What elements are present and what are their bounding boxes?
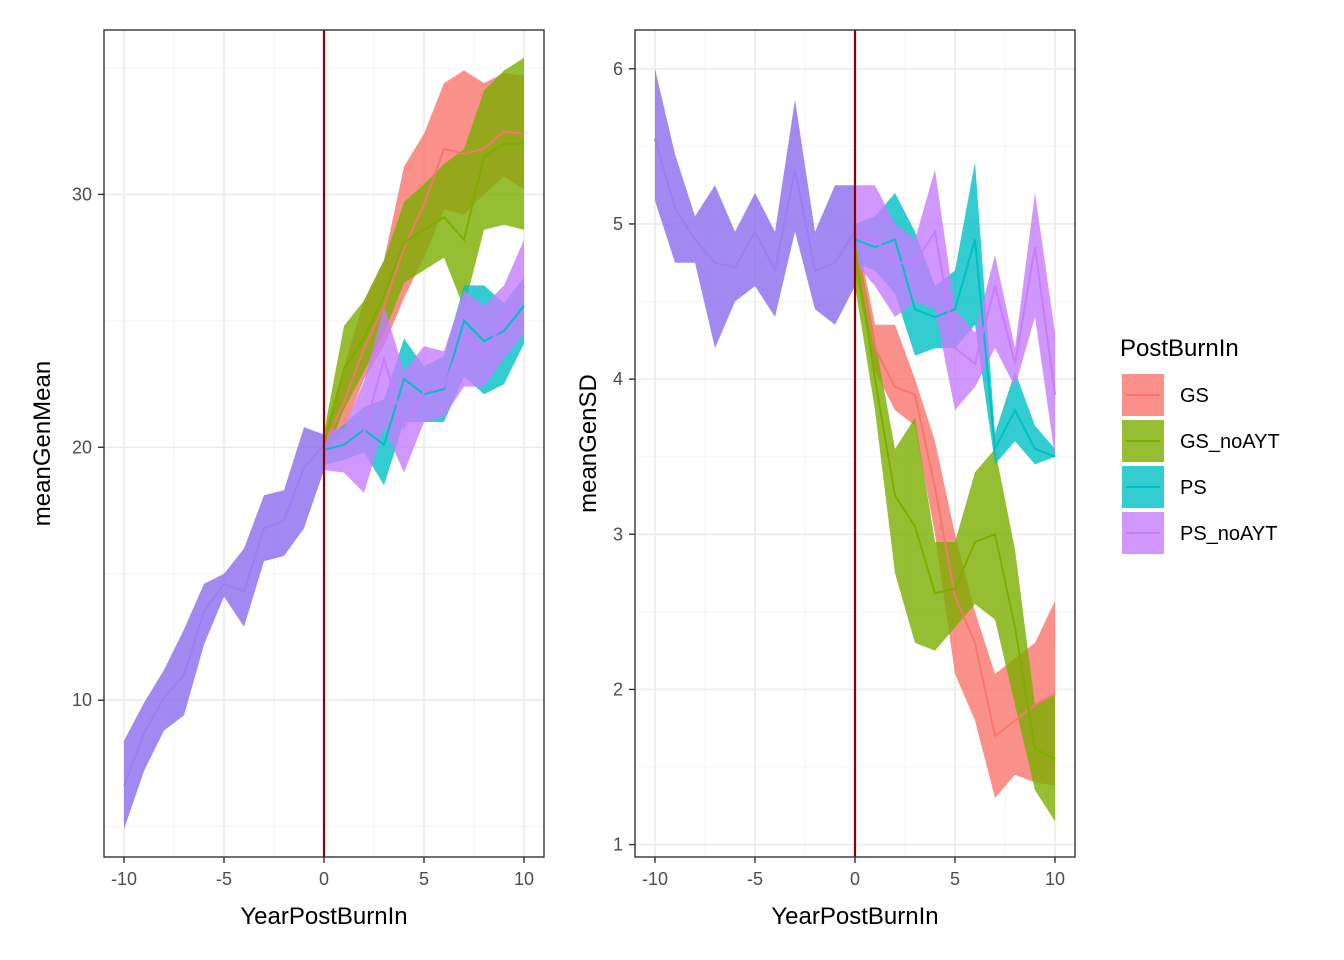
series-line-ps xyxy=(323,305,525,451)
series-ribbon-gs xyxy=(855,223,1055,798)
legend-item-gs-noayt: GS_noAYT xyxy=(1122,420,1280,462)
series-ribbon-ps-noayt xyxy=(855,169,1055,457)
right-panel-meanGenSD: -10 -5 0 5 10 1 2 3 4 5 6 YearPostBurnIn meanGenSD xyxy=(575,29,1076,930)
legend: PostBurnIn GS GS_noAYT PS PS_noAYT xyxy=(1120,335,1280,554)
y-tick-label: 3 xyxy=(613,524,623,544)
x-axis-title: YearPostBurnIn xyxy=(771,903,938,930)
series-line-ps-noayt xyxy=(323,284,525,454)
y-tick-label: 20 xyxy=(72,437,92,457)
x-tick-label: 10 xyxy=(1045,869,1065,889)
y-tick-label: 6 xyxy=(613,59,623,79)
series-line-gs-noayt xyxy=(854,247,1056,761)
series-line-ps xyxy=(854,238,1056,458)
y-tick-label: 1 xyxy=(613,835,623,855)
legend-label: GS_noAYT xyxy=(1180,431,1280,453)
burnin-ribbon xyxy=(655,68,855,349)
x-tick-label: 0 xyxy=(850,869,860,889)
series-ribbon-gs-noayt xyxy=(324,57,524,460)
burnin-ribbon xyxy=(124,427,324,830)
x-tick-label: 5 xyxy=(950,869,960,889)
series-line-gs-noayt xyxy=(323,142,524,446)
legend-label: GS xyxy=(1180,385,1209,407)
y-axis-title: meanGenMean xyxy=(29,361,56,526)
x-tick-label: -5 xyxy=(747,869,763,889)
left-panel-meanGenMean: -10 -5 0 5 10 10 20 30 YearPostBurnIn meanGenMean xyxy=(29,29,545,930)
series-line-ps-noayt xyxy=(854,229,1056,395)
legend-title: PostBurnIn xyxy=(1120,335,1239,362)
series-line-gs xyxy=(854,247,1056,738)
y-tick-label: 4 xyxy=(613,369,623,389)
x-tick-label: 5 xyxy=(419,869,429,889)
y-axis-title: meanGenSD xyxy=(575,374,602,513)
legend-item-gs: GS xyxy=(1122,374,1209,416)
x-tick-label: 0 xyxy=(319,869,329,889)
series-line-gs xyxy=(323,130,525,446)
series-ribbon-ps-noayt xyxy=(324,239,524,493)
series-ribbon-gs-noayt xyxy=(855,231,1055,822)
burnin-line xyxy=(654,138,856,274)
legend-item-ps: PS xyxy=(1122,466,1207,508)
y-tick-label: 5 xyxy=(613,214,623,234)
x-tick-label: -10 xyxy=(642,869,668,889)
y-tick-label: 2 xyxy=(613,679,623,699)
x-tick-label: 10 xyxy=(514,869,534,889)
y-tick-label: 30 xyxy=(72,184,92,204)
burnin-line xyxy=(123,444,325,787)
legend-label: PS xyxy=(1180,477,1207,499)
y-tick-label: 10 xyxy=(72,690,92,710)
legend-label: PS_noAYT xyxy=(1180,523,1277,545)
x-tick-label: -5 xyxy=(216,869,232,889)
legend-item-ps-noayt: PS_noAYT xyxy=(1122,512,1277,554)
x-tick-label: -10 xyxy=(111,869,137,889)
x-axis-title: YearPostBurnIn xyxy=(240,903,407,930)
